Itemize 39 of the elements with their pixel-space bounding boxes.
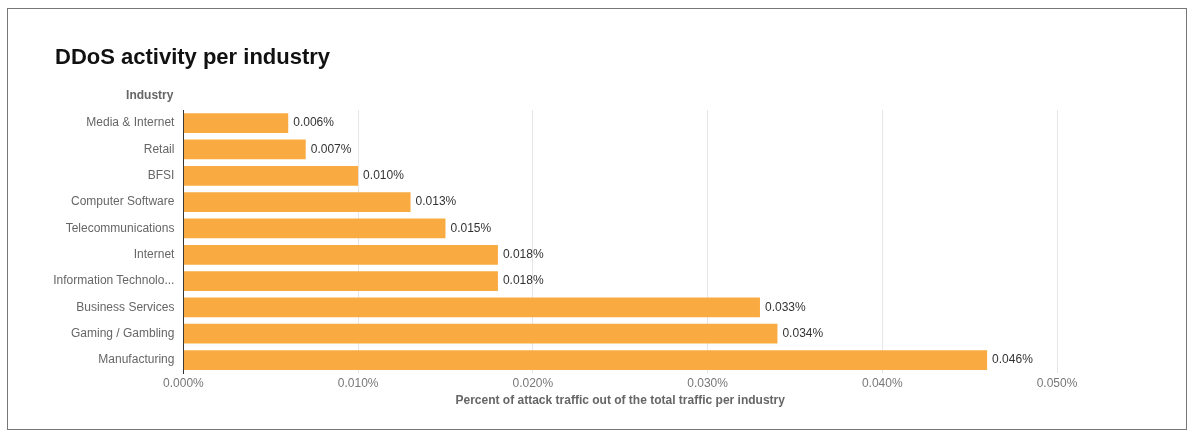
data-label: 0.015%	[450, 220, 492, 235]
y-axis-title: Industry	[126, 88, 174, 103]
y-tick-label: Manufacturing	[98, 352, 175, 367]
x-tick-label: 0.030%	[687, 375, 729, 390]
bar	[183, 218, 446, 239]
y-tick-label: Retail	[143, 141, 175, 156]
x-tick-label: 0.020%	[512, 375, 554, 390]
y-tick-label: Computer Software	[71, 194, 175, 209]
data-label: 0.010%	[363, 168, 405, 183]
y-tick-label: Media & Internet	[86, 115, 176, 130]
bar	[183, 192, 411, 212]
x-axis-title: Percent of attack traffic out of the total traffic per industry	[455, 393, 786, 408]
bar	[183, 297, 760, 318]
data-label: 0.007%	[310, 141, 352, 156]
data-label: 0.046%	[992, 352, 1034, 367]
data-label: 0.034%	[782, 326, 824, 341]
data-label: 0.013%	[415, 194, 457, 209]
y-tick-label: Gaming / Gambling	[71, 326, 175, 341]
data-label: 0.033%	[764, 299, 807, 314]
bar	[183, 323, 778, 344]
y-tick-label: Business Services	[76, 299, 175, 314]
y-tick-label: Internet	[133, 247, 176, 262]
data-label: 0.018%	[502, 273, 544, 288]
bar	[183, 139, 306, 160]
x-tick-label: 0.000%	[163, 375, 205, 390]
y-tick-label: Information Technolo...	[53, 273, 175, 288]
chart-title: DDoS activity per industry	[55, 44, 331, 70]
bar	[183, 271, 498, 291]
data-label: 0.006%	[293, 115, 335, 130]
bar	[183, 350, 988, 370]
bar	[183, 244, 498, 265]
bar	[183, 113, 289, 134]
y-tick-label: Telecommunications	[65, 220, 175, 235]
x-tick-label: 0.010%	[337, 375, 379, 390]
y-tick-label: BFSI	[147, 168, 175, 183]
x-tick-label: 0.040%	[861, 375, 903, 390]
x-tick-label: 0.050%	[1036, 375, 1078, 390]
bar	[183, 165, 359, 186]
data-label: 0.018%	[502, 247, 544, 262]
